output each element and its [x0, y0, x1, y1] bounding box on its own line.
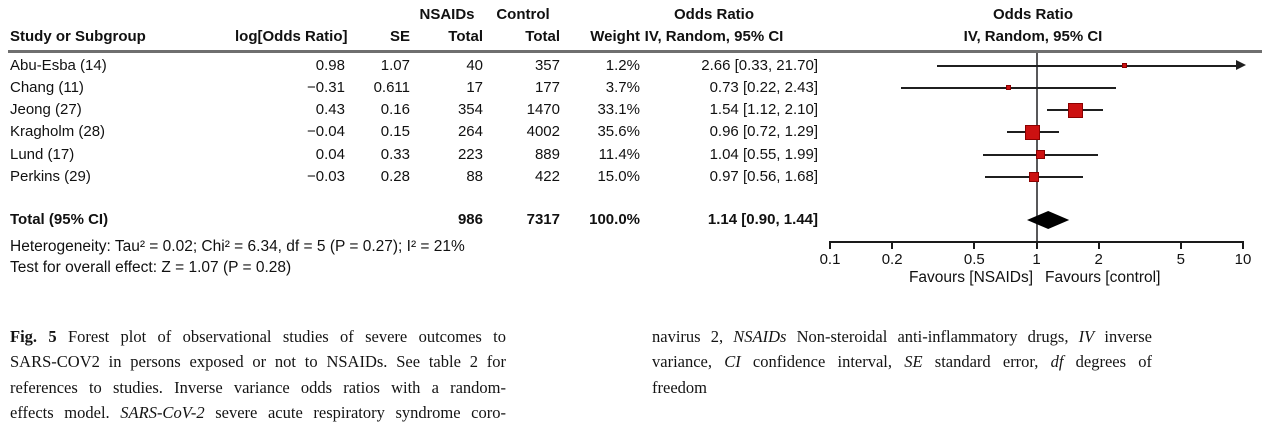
caption-column-left: Fig. 5 Forest plot of observational stud…	[10, 324, 506, 426]
column-header-se: SE	[389, 28, 410, 45]
arrow-right-icon	[1236, 60, 1246, 70]
axis-label-favours-control: Favours [control]	[1045, 269, 1161, 286]
x-axis-tick	[1035, 241, 1038, 249]
column-group-header-odds-ratio-text: Odds Ratio	[673, 6, 754, 23]
cell-nsaids_total: 264	[457, 123, 483, 141]
column-group-header-nsaids: NSAIDs	[419, 6, 475, 23]
cell-control_total: 177	[534, 78, 560, 96]
cell-name: Kragholm (28)	[10, 123, 106, 141]
x-axis-tick	[973, 241, 976, 249]
cell-control_total: 422	[534, 168, 560, 185]
cell-name: Chang (11)	[10, 78, 84, 96]
caption-line: SARS-COV2 in persons exposed or not to N…	[10, 352, 506, 372]
heterogeneity-stats: Heterogeneity: Tau² = 0.02; Chi² = 6.34,…	[10, 238, 465, 255]
total-control-count: 7317	[526, 211, 560, 228]
study-marker	[1025, 124, 1041, 140]
column-header-control-total: Total	[525, 28, 560, 45]
caption-line: freedom	[652, 377, 707, 397]
x-axis-tick-label: 0.1	[819, 251, 841, 268]
cell-weight: 15.0%	[597, 168, 640, 185]
cell-weight: 11.4%	[598, 145, 640, 163]
cell-name: Abu-Esba (14)	[10, 56, 107, 74]
caption-line: effects model. SARS-CoV-2 severe acute r…	[10, 403, 506, 423]
study-marker	[1067, 102, 1083, 118]
cell-control_total: 4002	[526, 123, 560, 141]
x-axis-tick-label: 5	[1176, 251, 1185, 268]
cell-se: 0.33	[380, 145, 410, 163]
cell-or_text: 0.96 [0.72, 1.29]	[709, 123, 818, 141]
cell-or_text: 0.73 [0.22, 2.43]	[709, 78, 818, 96]
axis-label-favours-nsaids: Favours [NSAIDs]	[908, 269, 1033, 286]
x-axis-tick-label: 10	[1234, 251, 1252, 268]
cell-log_or: 0.43	[315, 101, 345, 119]
column-header-nsaids-total: Total	[448, 28, 483, 45]
column-group-header-control: Control	[496, 6, 550, 23]
cell-weight: 33.1%	[597, 101, 640, 119]
total-nsaids-count: 986	[457, 211, 483, 228]
cell-log_or: −0.04	[307, 123, 345, 141]
cell-name: Perkins (29)	[10, 168, 91, 185]
x-axis-tick-label: 2	[1094, 251, 1103, 268]
caption-line: references to studies. Inverse variance …	[10, 377, 506, 397]
x-axis-tick	[1242, 241, 1244, 249]
total-odds-ratio-text: 1.14 [0.90, 1.44]	[707, 211, 818, 228]
cell-se: 0.16	[380, 101, 410, 119]
x-axis-tick-label: 0.5	[963, 251, 985, 268]
cell-nsaids_total: 88	[466, 168, 483, 185]
no-effect-line	[1035, 53, 1038, 241]
cell-se: 0.611	[373, 78, 410, 96]
overall-effect-test: Test for overall effect: Z = 1.07 (P = 0…	[10, 259, 292, 276]
cell-log_or: 0.04	[315, 145, 345, 163]
cell-weight: 35.6%	[597, 123, 640, 141]
cell-control_total: 357	[534, 56, 560, 74]
cell-nsaids_total: 354	[457, 101, 483, 119]
cell-weight: 1.2%	[605, 56, 640, 74]
cell-control_total: 889	[534, 145, 560, 163]
cell-or_text: 0.97 [0.56, 1.68]	[709, 168, 818, 185]
x-axis-tick	[891, 241, 894, 249]
x-axis-tick-label: 0.2	[881, 251, 903, 268]
cell-weight: 3.7%	[605, 78, 640, 96]
x-axis-tick	[1097, 241, 1100, 249]
column-header-log-odds-ratio: log[Odds Ratio]	[235, 28, 348, 45]
column-group-header-odds-ratio-plot: Odds Ratio	[992, 6, 1073, 23]
cell-nsaids_total: 17	[466, 78, 483, 96]
cell-se: 1.07	[380, 56, 410, 74]
x-axis-tick	[829, 241, 831, 249]
cell-or_text: 2.66 [0.33, 21.70]	[701, 56, 818, 74]
total-weight: 100.0%	[589, 211, 640, 228]
cell-nsaids_total: 223	[457, 145, 483, 163]
cell-or_text: 1.04 [0.55, 1.99]	[709, 145, 818, 163]
cell-log_or: 0.98	[315, 56, 345, 74]
column-header-iv-random-ci-plot: IV, Random, 95% CI	[963, 28, 1103, 45]
caption-line: Fig. 5 Forest plot of observational stud…	[10, 327, 506, 346]
x-axis-tick	[1179, 241, 1182, 249]
study-marker	[1028, 172, 1039, 182]
cell-se: 0.28	[380, 168, 410, 185]
study-marker	[1121, 63, 1127, 68]
study-marker	[1005, 85, 1011, 91]
cell-name: Lund (17)	[10, 145, 75, 163]
header-separator-rule	[8, 50, 1262, 53]
cell-log_or: −0.31	[307, 78, 345, 96]
cell-se: 0.15	[380, 123, 410, 141]
column-header-study: Study or Subgroup	[10, 28, 146, 45]
caption-line: variance, CI confidence interval, SE sta…	[652, 352, 1152, 372]
cell-nsaids_total: 40	[466, 56, 483, 74]
cell-log_or: −0.03	[307, 168, 345, 185]
column-header-weight: Weight	[590, 28, 640, 45]
total-diamond	[1027, 211, 1070, 229]
caption-line: navirus 2, NSAIDs Non-steroidal anti-inf…	[652, 327, 1153, 346]
caption-column-right: navirus 2, NSAIDs Non-steroidal anti-inf…	[652, 324, 1152, 400]
ci-line	[937, 64, 1236, 67]
cell-or_text: 1.54 [1.12, 2.10]	[709, 101, 818, 119]
cell-control_total: 1470	[526, 101, 560, 119]
total-row-label: Total (95% CI)	[10, 211, 109, 228]
x-axis-tick-label: 1	[1032, 251, 1041, 268]
column-header-iv-random-ci-text: IV, Random, 95% CI	[644, 28, 784, 45]
study-marker	[1035, 150, 1045, 160]
cell-name: Jeong (27)	[10, 101, 82, 119]
